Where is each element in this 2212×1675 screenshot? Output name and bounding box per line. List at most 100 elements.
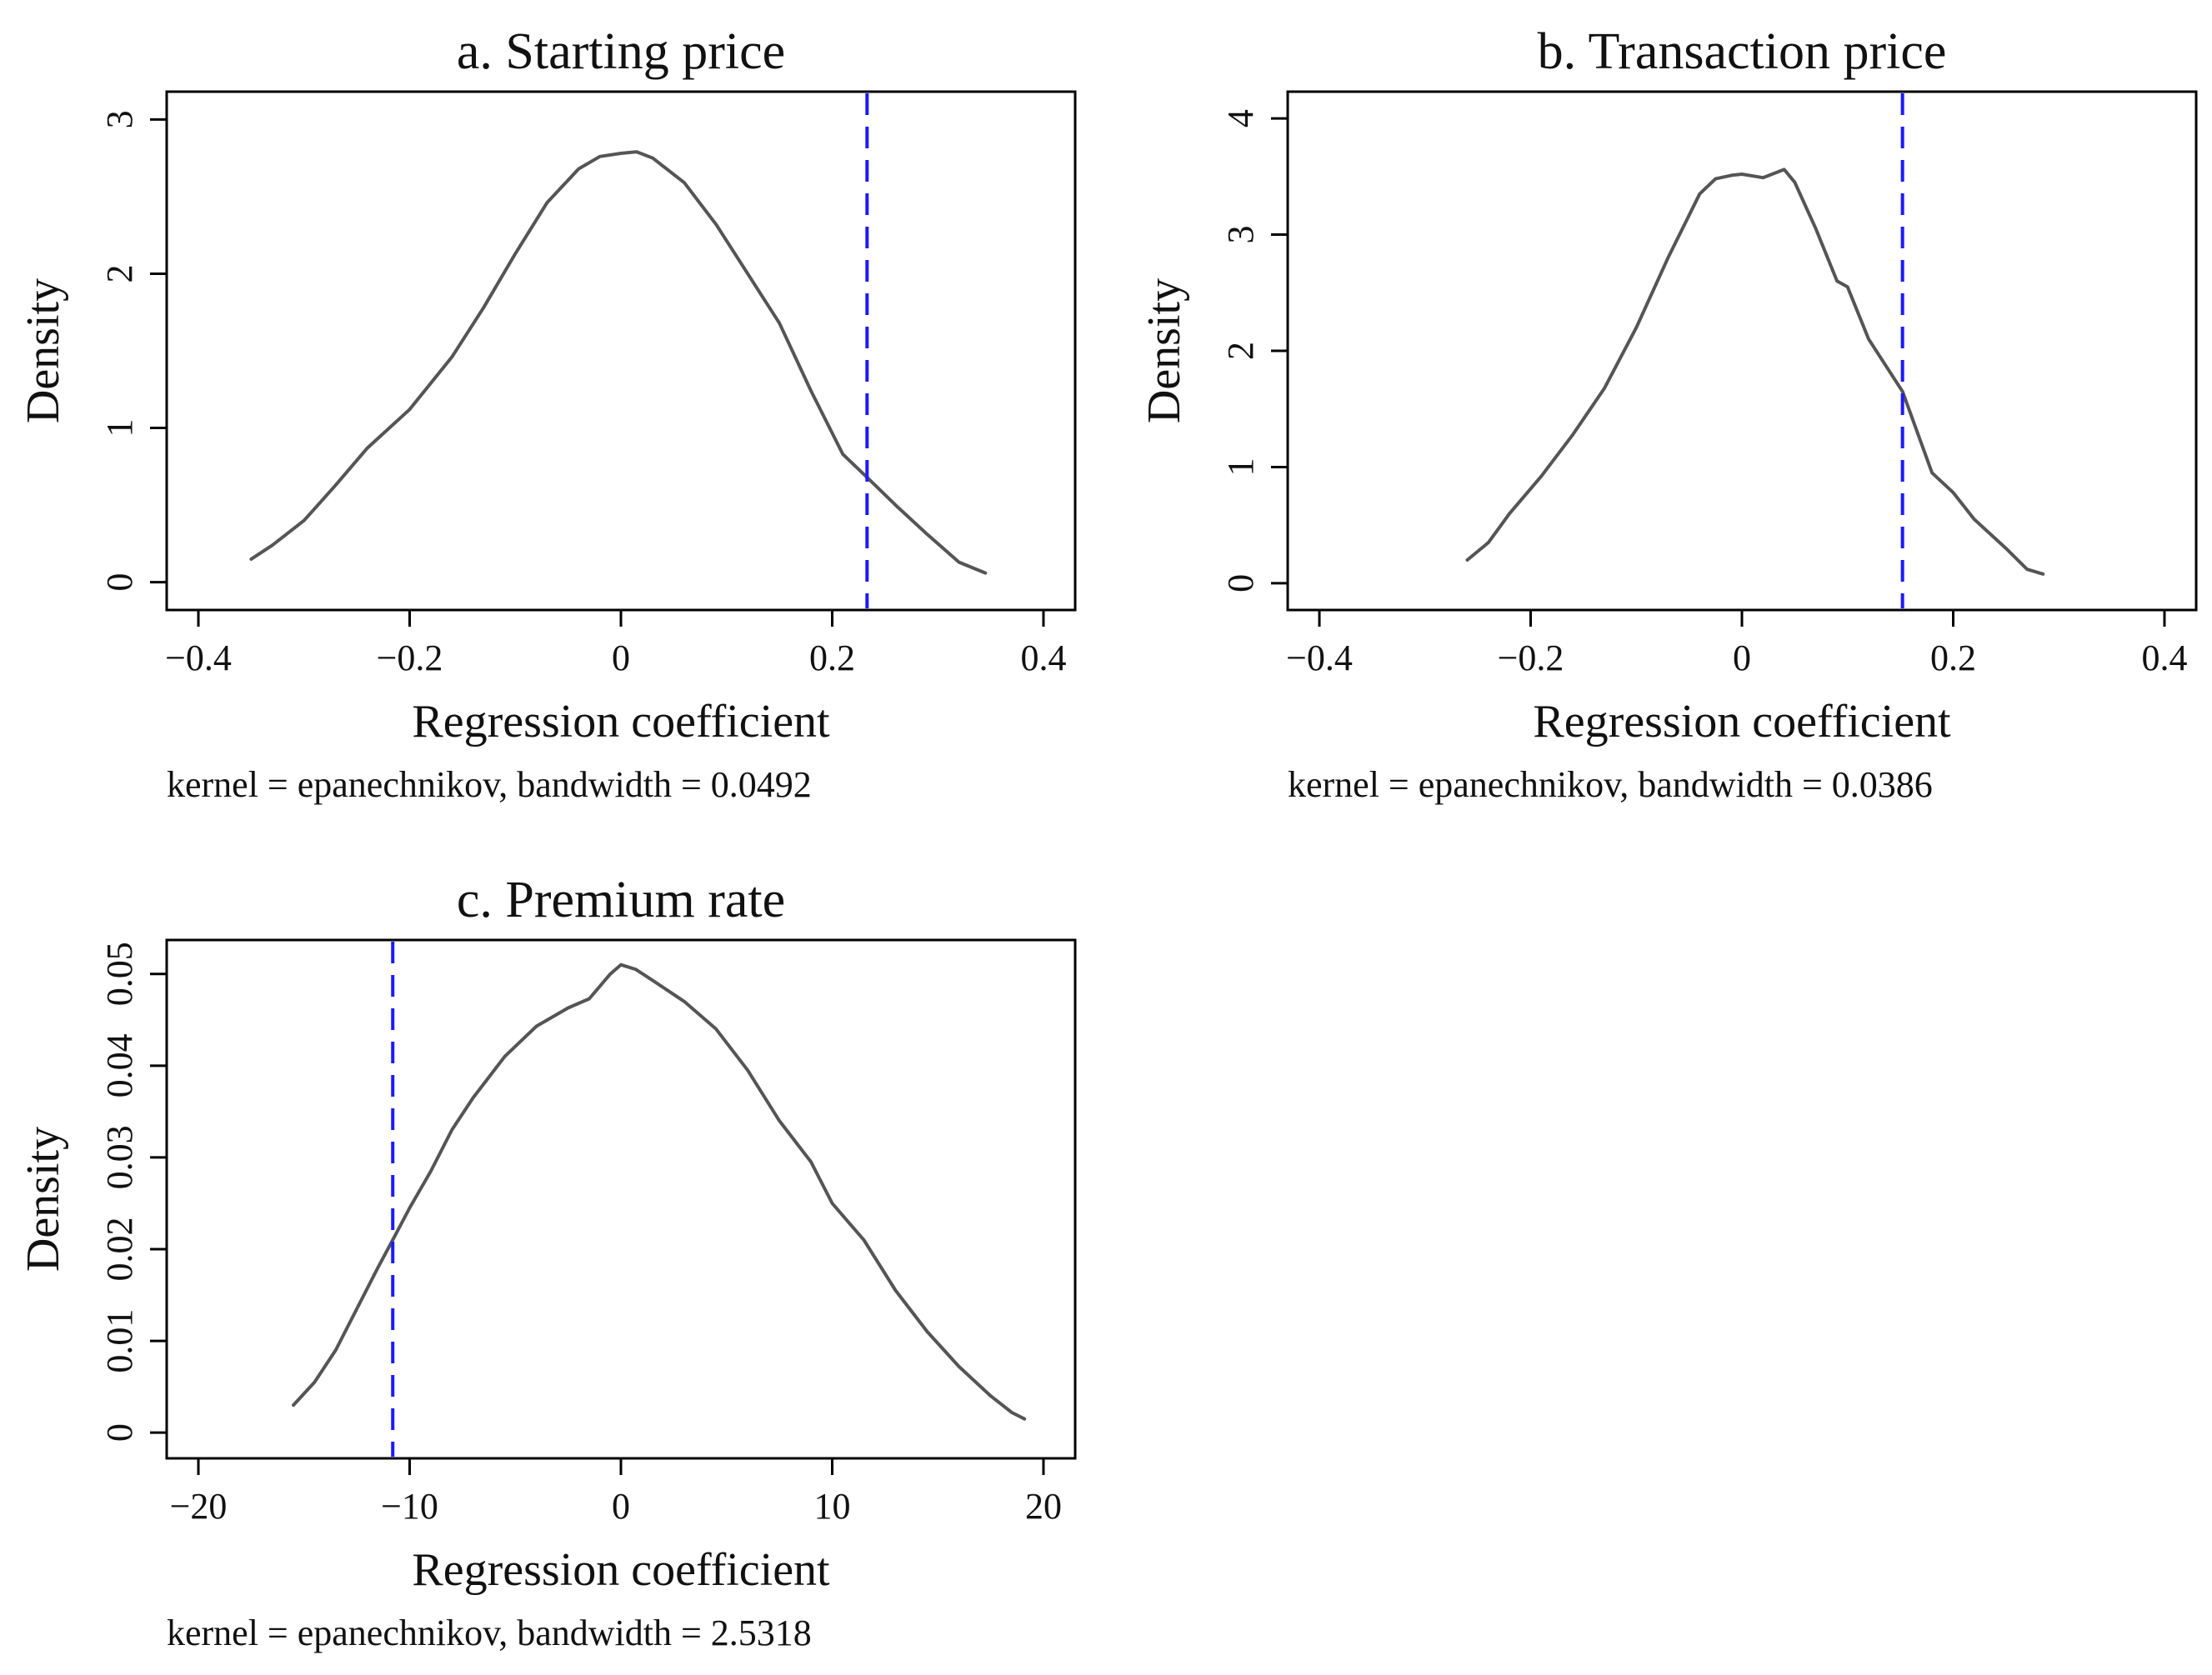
density-point [450,355,453,358]
density-point [1603,387,1606,390]
density-point [1539,475,1543,478]
density-point [958,1365,961,1368]
plot-frame [165,90,1077,612]
y-axis-title: Density [1139,278,1190,423]
density-point [778,1119,781,1122]
density-point [1487,541,1490,544]
density-point [535,1024,538,1028]
density-point [830,1202,833,1205]
density-point [1930,471,1934,474]
x-axis-title: Regression coefficient [1533,696,1951,748]
density-point [567,1006,570,1009]
density-point [376,1266,379,1269]
density-point [450,1128,453,1132]
density-point [841,452,844,456]
density-point [1793,181,1796,184]
density-point [1835,279,1839,282]
plot-frame [1286,90,2198,612]
density-point [313,1381,316,1384]
density-point [1698,192,1701,196]
y-tick-label: 0 [1220,574,1261,592]
kernel-note: kernel = epanechnikov, bandwidth = 0.038… [1288,764,1933,805]
density-point [619,152,623,155]
x-tick-label: −20 [170,1486,228,1527]
x-tick-label: 10 [813,1486,850,1527]
density-point [958,561,961,564]
density-curve [249,150,988,575]
density-point [778,322,781,325]
density-point [651,978,654,982]
y-tick-label: 1 [99,419,140,438]
kernel-note: kernel = epanechnikov, bandwidth = 2.531… [167,1612,812,1653]
density-point [926,532,929,536]
density-point [1571,432,1574,436]
density-point [1010,1411,1013,1414]
density-point [894,1289,898,1292]
density-point [634,968,638,971]
density-point [608,972,612,976]
density-point [1023,1418,1026,1421]
density-point [271,543,274,547]
y-axis-title: Density [18,1127,69,1272]
density-point [249,558,253,561]
density-point [809,389,813,392]
y-axis-title: Density [18,278,69,423]
y-tick-label: 3 [99,110,140,128]
density-point [472,1096,475,1099]
density-point [926,1330,929,1333]
y-tick-label: 4 [1220,109,1261,128]
x-tick-label: 0.4 [2141,638,2187,678]
y-tick-label: 0 [99,1423,140,1442]
density-point [545,201,548,204]
panel-title: a. Starting price [457,23,785,80]
x-axis-title: Regression coefficient [412,696,830,748]
plot-frame [165,938,1077,1460]
density-curve [1465,168,2045,576]
density-point [1951,491,1954,494]
density-point [1761,176,1764,179]
density-point [683,1000,686,1003]
x-tick-label: 0 [1733,638,1751,678]
density-point [303,519,306,522]
density-point [1814,228,1818,231]
y-tick-label: 0.05 [99,942,140,1006]
density-curve [292,962,1027,1421]
density-point [619,963,623,967]
density-point [482,306,485,309]
density-point [1867,338,1870,341]
density-point [408,1206,412,1209]
x-tick-label: 0 [612,1486,630,1527]
density-point [408,408,412,411]
density-point [714,1028,718,1031]
density-point [2004,547,2008,550]
kernel-note: kernel = epanechnikov, bandwidth = 0.049… [167,764,812,805]
x-tick-label: 0.2 [809,638,855,678]
y-tick-label: 1 [1220,458,1261,476]
y-tick-label: 0.03 [99,1125,140,1189]
panel-a: a. Starting price −0.4 −0.2 0 0.2 0.4 0 1 2 3 Regr… [18,23,1077,805]
density-point [1714,178,1717,181]
density-point [355,1308,358,1311]
density-point [1783,168,1786,171]
panel-b: b. Transaction price −0.4 −0.2 0 0.2 0.4 0 1 2 3 4… [1139,23,2198,805]
density-point [334,1348,338,1352]
density-point [391,1238,394,1242]
density-point [292,1403,295,1407]
panel-title: b. Transaction price [1538,23,1947,80]
y-tick-label: 3 [1220,226,1261,244]
density-point [651,157,654,160]
y-tick-label: 0.02 [99,1217,140,1281]
y-tick-label: 0.04 [99,1033,140,1098]
x-tick-label: −0.2 [1498,638,1564,678]
density-point [894,503,898,507]
density-point [746,1068,749,1072]
density-point [577,168,580,171]
density-point [1846,285,1849,288]
x-tick-label: −0.4 [165,638,232,678]
density-point [503,1055,507,1058]
density-point [513,252,517,255]
density-point [1729,173,1733,177]
density-point [989,1394,993,1398]
density-point [1666,256,1669,259]
density-point [1973,518,1976,521]
